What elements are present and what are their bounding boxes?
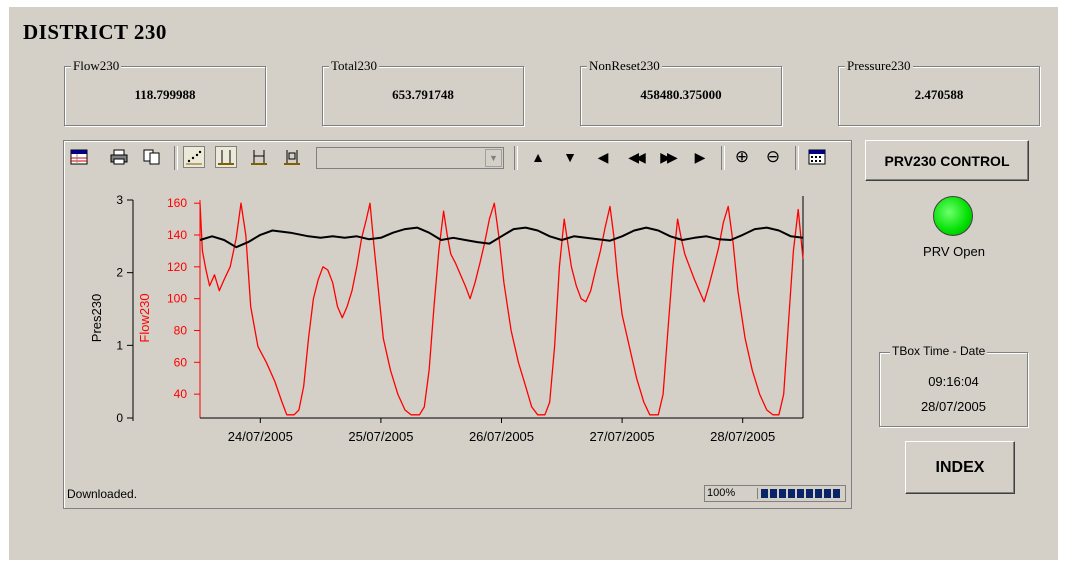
- cursor-pair-icon[interactable]: [248, 146, 270, 168]
- prv-status-led: [933, 196, 973, 236]
- trend-chart[interactable]: 3 2 1 0 160 140 120 100 80 60 40 24/07/2005 25/07/…: [63, 178, 823, 452]
- step-back-icon[interactable]: ◀: [597, 148, 609, 165]
- readout-value: 653.791748: [392, 87, 454, 102]
- fast-forward-icon[interactable]: ▶▶: [660, 148, 678, 165]
- readout-label: Flow230: [71, 58, 122, 74]
- readout-flow: Flow230 118.799988: [64, 58, 266, 126]
- pres230-tick-label: 3: [116, 193, 123, 207]
- readout-value: 458480.375000: [640, 87, 722, 102]
- toolbar-separator: [795, 146, 799, 170]
- progress-track: [757, 488, 844, 499]
- prv-control-button[interactable]: PRV230 CONTROL: [865, 140, 1029, 181]
- toolbar-separator: [174, 146, 178, 170]
- x-tick-label: 28/07/2005: [710, 429, 775, 444]
- chevron-down-icon[interactable]: ▼: [485, 149, 502, 167]
- tbox-legend: TBox Time - Date: [890, 344, 988, 358]
- index-button[interactable]: INDEX: [905, 441, 1015, 494]
- pres230-tick-label: 1: [116, 338, 123, 352]
- tbox-time-date: TBox Time - Date 09:16:04 28/07/2005: [879, 344, 1028, 427]
- flow230-axis-label: Flow230: [137, 293, 152, 342]
- series-line-pres230: [199, 226, 804, 249]
- zoom-out-icon[interactable]: ⊖: [765, 147, 781, 166]
- pres230-axis: 3 2 1 0: [116, 193, 134, 425]
- toolbar-separator: [721, 146, 725, 170]
- x-tick-label: 26/07/2005: [469, 429, 534, 444]
- readout-label: Pressure230: [845, 58, 913, 74]
- readout-label: Total230: [329, 58, 380, 74]
- flow230-tick-label: 80: [174, 323, 188, 337]
- cursor-icon[interactable]: [215, 146, 237, 168]
- prv-status-label: PRV Open: [923, 244, 985, 259]
- readout-value: 2.470588: [914, 87, 964, 102]
- scroll-up-icon[interactable]: ▲: [531, 149, 545, 165]
- readout-nonreset: NonReset230 458480.375000: [580, 58, 782, 126]
- calendar-icon[interactable]: [806, 146, 828, 168]
- fast-back-icon[interactable]: ◀◀: [628, 148, 646, 165]
- pres230-tick-label: 2: [116, 266, 123, 280]
- combo-dropdown[interactable]: ▼: [316, 147, 504, 169]
- readout-total: Total230 653.791748: [322, 58, 524, 126]
- x-tick-label: 27/07/2005: [590, 429, 655, 444]
- scroll-down-icon[interactable]: ▼: [563, 149, 577, 165]
- step-forward-icon[interactable]: ▶: [694, 148, 706, 165]
- flow230-tick-label: 100: [167, 292, 187, 306]
- progress-fill: [761, 489, 841, 498]
- series-layer: [199, 202, 804, 416]
- table-icon[interactable]: [68, 146, 90, 168]
- tbox-date: 28/07/2005: [920, 399, 987, 414]
- readout-pressure: Pressure230 2.470588: [838, 58, 1040, 126]
- scatter-icon[interactable]: [183, 146, 205, 168]
- progress-label: 100%: [707, 487, 736, 499]
- x-axis-ticks: 24/07/2005 25/07/2005 26/07/2005 27/07/2005…: [228, 418, 775, 444]
- progress-bar: 100%: [704, 485, 846, 502]
- readout-value: 118.799988: [134, 87, 196, 102]
- flow230-tick-label: 60: [174, 355, 188, 369]
- print-icon[interactable]: [108, 146, 130, 168]
- status-text: Downloaded.: [67, 487, 138, 501]
- series-line-flow230: [199, 202, 804, 416]
- flow230-tick-label: 160: [167, 196, 187, 210]
- flow230-axis: 160 140 120 100 80 60 40: [167, 196, 201, 418]
- plot-area: [200, 196, 803, 418]
- cursor-range-icon[interactable]: [281, 146, 303, 168]
- pres230-tick-label: 0: [116, 411, 123, 425]
- tbox-time: 09:16:04: [928, 374, 979, 389]
- page-title: DISTRICT 230: [23, 20, 167, 44]
- toolbar-separator: [514, 146, 518, 170]
- flow230-tick-label: 40: [174, 387, 188, 401]
- copy-icon[interactable]: [141, 146, 163, 168]
- x-tick-label: 25/07/2005: [348, 429, 413, 444]
- flow230-tick-label: 120: [167, 260, 187, 274]
- zoom-in-icon[interactable]: ⊕: [734, 147, 750, 166]
- readout-label: NonReset230: [587, 58, 662, 74]
- pres230-axis-label: Pres230: [89, 294, 104, 342]
- flow230-tick-label: 140: [167, 228, 187, 242]
- x-tick-label: 24/07/2005: [228, 429, 293, 444]
